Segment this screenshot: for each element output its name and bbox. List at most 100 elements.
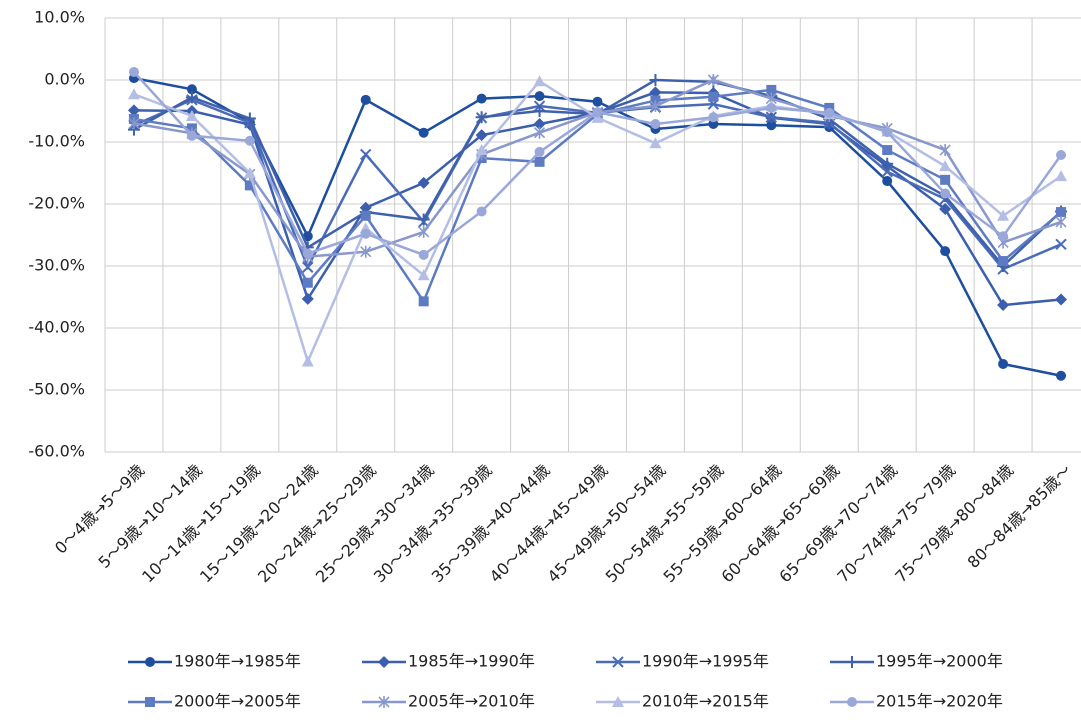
marker [476,206,487,217]
y-tick-label: -20.0% [28,194,85,213]
marker [649,100,662,113]
legend-label: 2015年→2020年 [876,692,1003,711]
marker [533,118,546,131]
legend-marker [846,656,858,668]
marker [707,74,719,86]
marker [998,358,1009,369]
marker [592,107,603,118]
marker [302,231,313,242]
marker [360,210,371,221]
marker [533,75,546,87]
marker [360,94,371,105]
marker [649,86,662,99]
marker [882,176,893,187]
marker [244,180,255,191]
marker [1056,207,1067,218]
legend-marker [847,697,857,707]
marker [185,109,198,121]
y-tick-label: -30.0% [28,256,85,275]
marker [997,209,1010,221]
marker [417,213,430,226]
marker [939,160,952,172]
marker [1055,238,1067,251]
legend-label: 1980年→1985年 [174,652,301,671]
marker [766,84,777,95]
marker [185,91,198,104]
legend-marker [612,656,624,668]
marker [1055,170,1068,182]
marker [418,249,429,260]
y-tick-label: -10.0% [28,132,85,151]
marker [940,188,951,199]
marker [940,246,951,257]
marker [1056,370,1067,381]
marker [534,156,545,167]
marker [360,228,371,239]
marker [418,127,429,138]
marker [939,144,951,157]
y-tick-label: -60.0% [28,442,85,461]
marker [418,225,430,238]
marker [186,130,197,141]
y-tick-label: -40.0% [28,318,85,337]
marker [940,174,951,185]
marker [243,167,256,178]
marker [882,127,893,138]
marker [127,88,140,100]
marker [128,66,139,77]
x-tick-label: 5～9歳→10～14歳 [95,461,206,572]
marker [534,91,545,102]
marker [475,129,488,142]
marker [302,261,314,273]
marker [708,112,719,123]
marker [418,296,429,307]
legend-marker [378,656,390,668]
legend-label: 2010年→2015年 [642,692,769,711]
legend-label: 2000年→2005年 [174,692,301,711]
marker [998,231,1009,242]
marker [476,93,487,104]
marker [591,111,604,123]
marker [186,84,197,95]
marker [708,91,719,102]
legend-marker [145,697,155,707]
marker [649,137,662,149]
series-line [133,91,1062,307]
marker [475,144,488,156]
y-tick-label: 10.0% [34,8,85,27]
marker [997,299,1010,312]
marker [360,148,372,161]
legend-marker [378,696,390,708]
y-tick-label: -50.0% [28,380,85,399]
marker [302,248,313,259]
marker [475,111,488,124]
marker [301,355,314,367]
marker [882,145,893,156]
marker [766,120,777,131]
marker [1056,150,1067,161]
x-tick-label: 80～84歳→85歳～ [964,461,1075,572]
series [127,75,1068,367]
marker [533,105,546,117]
marker [128,117,140,130]
marker [244,135,255,146]
marker [127,104,140,117]
series [128,66,1067,260]
legend-marker [145,657,155,667]
y-tick-label: 0.0% [44,70,85,89]
marker [243,112,256,125]
marker [302,277,313,288]
marker [417,269,430,281]
marker [533,126,546,139]
marker [1055,293,1068,306]
marker [881,166,893,178]
marker [534,146,545,157]
legend-label: 2005年→2010年 [408,692,535,711]
marker [650,119,661,130]
legend-label: 1985年→1990年 [408,652,535,671]
marker [1055,215,1067,228]
marker [301,292,314,305]
marker [766,102,777,113]
marker [592,96,603,107]
